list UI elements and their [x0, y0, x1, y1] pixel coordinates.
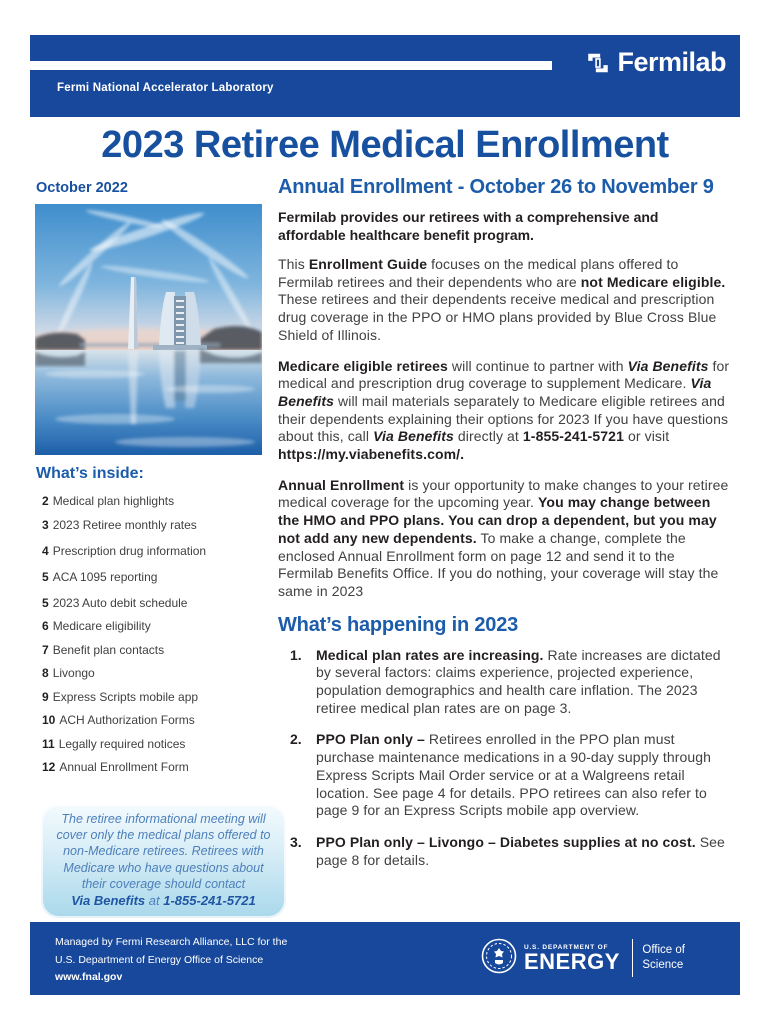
footer-line-doe: U.S. Department of Energy Office of Scie…	[55, 953, 264, 966]
lead-paragraph: Fermilab provides our retirees with a co…	[278, 209, 659, 243]
toc-page-number: 12	[42, 760, 56, 774]
toc-item: 6 Medicare eligibility	[42, 620, 267, 633]
numbered-item: 2. PPO Plan only – Retirees enrolled in …	[290, 731, 730, 820]
toc-label: ACA 1095 reporting	[52, 569, 158, 584]
toc-item: 5 ACA 1095 reporting	[42, 569, 267, 584]
doe-wordmark: U.S. DEPARTMENT OF ENERGY	[523, 944, 620, 974]
whats-happening-heading: What’s happening in 2023	[278, 613, 519, 636]
toc-page-number: 6	[42, 619, 49, 633]
whats-inside-list: 2 Medical plan highlights 3 2023 Retiree m…	[42, 495, 267, 785]
doe-seal-icon	[481, 938, 517, 979]
toc-label: Express Scripts mobile app	[52, 689, 199, 704]
toc-page-number: 4	[42, 543, 49, 558]
toc-page-number: 11	[42, 736, 55, 751]
issue-date: October 2022	[36, 180, 128, 196]
annual-enrollment-heading: Annual Enrollment - October 26 to Novemb…	[278, 176, 714, 198]
item-number: 3.	[290, 833, 302, 850]
fermilab-logo-icon	[585, 50, 611, 76]
meeting-note-callout: The retiree informational meeting will c…	[41, 804, 286, 918]
toc-label: 2023 Auto debit schedule	[52, 595, 188, 610]
fermilab-wordmark: Fermilab	[617, 47, 726, 77]
toc-item: 10 ACH Authorization Forms	[42, 714, 267, 727]
lab-name: Fermi National Accelerator Laboratory	[57, 82, 274, 94]
numbered-item: 1. Medical plan rates are increasing. Ra…	[290, 647, 730, 718]
toc-label: Benefit plan contacts	[52, 642, 165, 657]
toc-item: 3 2023 Retiree monthly rates	[42, 517, 267, 532]
toc-item: 11 Legally required notices	[42, 736, 267, 751]
callout-text: The retiree informational meeting will c…	[56, 812, 271, 891]
toc-page-number: 5	[42, 569, 49, 584]
masthead-band: Fermilab Fermi National Accelerator Labo…	[30, 35, 740, 117]
paragraph-annual-enrollment: Annual Enrollment is your opportunity to…	[278, 476, 729, 599]
toc-label: Legally required notices	[58, 736, 186, 751]
doe-logo: U.S. DEPARTMENT OF ENERGY Office of Scie…	[481, 934, 685, 982]
item-text: Medical plan rates are increasing. Rate …	[316, 646, 721, 716]
item-number: 2.	[290, 731, 302, 748]
masthead-rule	[30, 61, 552, 70]
footer-link-fnal: www.fnal.gov	[55, 971, 123, 983]
toc-label: 2023 Retiree monthly rates	[52, 517, 197, 532]
fermilab-logo: Fermilab	[585, 47, 726, 78]
doe-divider	[631, 939, 634, 977]
toc-page-number: 5	[42, 595, 49, 610]
footer-text: Managed by Fermi Research Alliance, LLC …	[55, 934, 287, 987]
paragraph-enrollment-guide: This Enrollment Guide focuses on the med…	[278, 256, 726, 343]
toc-label: Medical plan highlights	[52, 494, 175, 508]
toc-page-number: 9	[42, 689, 49, 704]
toc-item: 4 Prescription drug information	[42, 543, 267, 558]
toc-label: Prescription drug information	[52, 543, 207, 558]
toc-item: 12 Annual Enrollment Form	[42, 761, 267, 774]
toc-item: 5 2023 Auto debit schedule	[42, 595, 267, 610]
toc-page-number: 8	[42, 666, 49, 680]
doe-office-text: Office of Science	[642, 943, 685, 973]
toc-page-number: 7	[42, 642, 49, 657]
item-text: PPO Plan only – Retirees enrolled in the…	[316, 731, 712, 819]
toc-item: 8 Livongo	[42, 667, 267, 680]
footer-line-managed: Managed by Fermi Research Alliance, LLC …	[55, 936, 288, 948]
whats-happening-list: 1. Medical plan rates are increasing. Ra…	[278, 647, 730, 870]
doe-office-line2: Science	[642, 959, 684, 971]
numbered-item: 3. PPO Plan only – Livongo – Diabetes su…	[290, 834, 730, 869]
toc-label: Medicare eligibility	[52, 619, 151, 633]
toc-label: Annual Enrollment Form	[59, 760, 189, 774]
item-text: PPO Plan only – Livongo – Diabetes suppl…	[316, 833, 725, 868]
doe-dept-text: U.S. DEPARTMENT OF	[523, 944, 609, 951]
doe-office-line1: Office of	[642, 944, 685, 956]
item-number: 1.	[290, 646, 302, 663]
toc-page-number: 10	[42, 713, 56, 727]
toc-item: 7 Benefit plan contacts	[42, 642, 267, 657]
toc-label: Livongo	[52, 666, 95, 680]
main-column: Annual Enrollment - October 26 to Novemb…	[278, 176, 730, 883]
toc-page-number: 3	[42, 517, 49, 532]
paragraph-medicare-retirees: Medicare eligible retirees will continue…	[278, 357, 730, 463]
toc-item: 9 Express Scripts mobile app	[42, 689, 267, 704]
callout-contact: Via Benefits at 1-855-241-5721	[71, 893, 256, 909]
footer-band: Managed by Fermi Research Alliance, LLC …	[30, 922, 740, 995]
campus-photo	[35, 204, 262, 455]
toc-item: 2 Medical plan highlights	[42, 495, 267, 508]
toc-label: ACH Authorization Forms	[59, 713, 195, 727]
whats-inside-heading: What’s inside:	[36, 465, 144, 482]
toc-page-number: 2	[42, 494, 49, 508]
page-title: 2023 Retiree Medical Enrollment	[101, 124, 669, 166]
doe-energy-text: ENERGY	[523, 949, 620, 974]
